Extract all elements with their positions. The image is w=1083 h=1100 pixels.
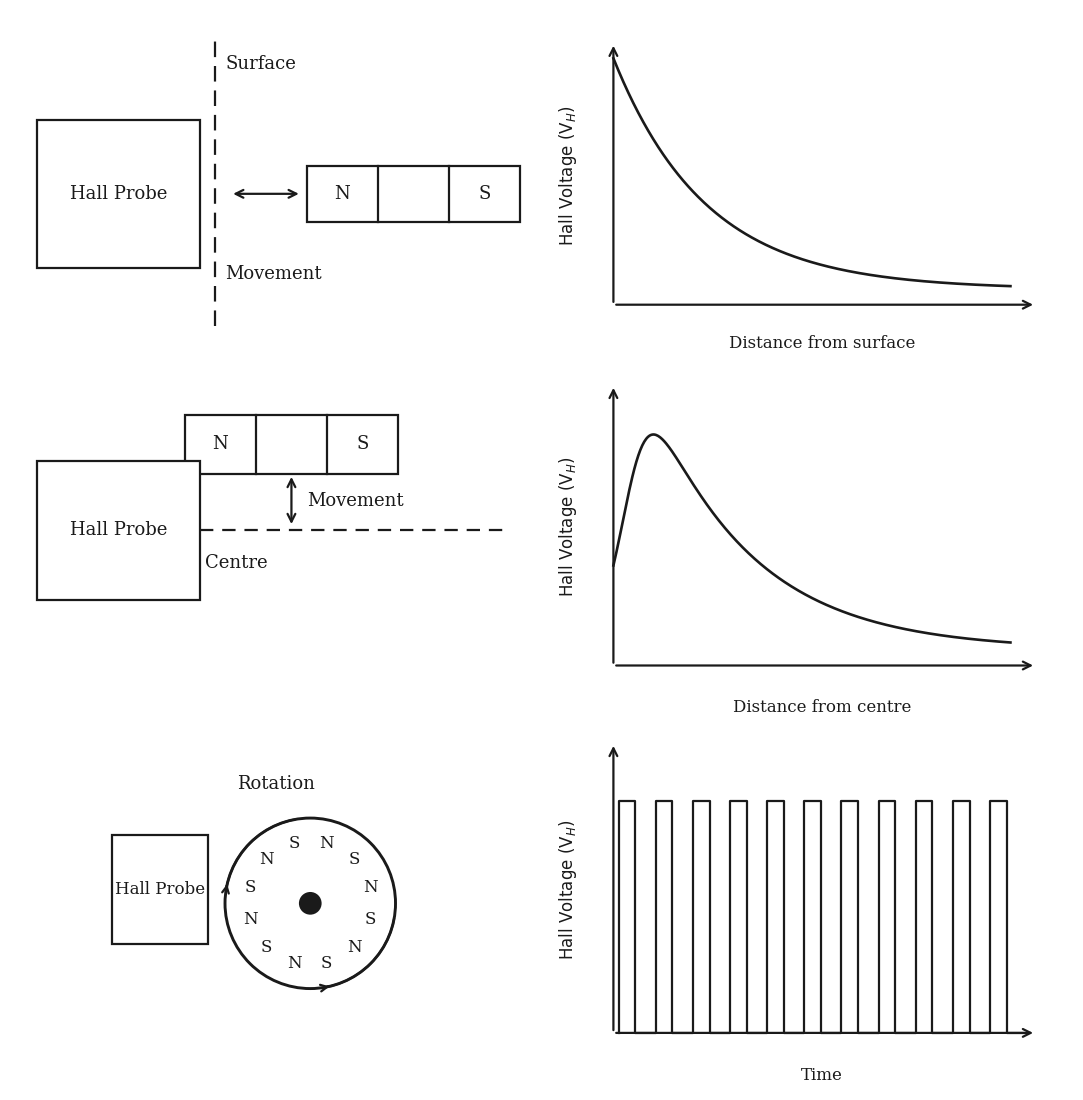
Text: Distance from surface: Distance from surface <box>729 336 915 352</box>
Bar <box>306 166 521 221</box>
Text: Movement: Movement <box>225 265 322 283</box>
Bar <box>113 835 208 944</box>
Text: Rotation: Rotation <box>237 776 315 793</box>
Text: N: N <box>243 911 258 928</box>
Text: S: S <box>365 911 376 928</box>
Bar <box>37 461 199 600</box>
Text: S: S <box>245 879 256 895</box>
Text: N: N <box>347 938 362 956</box>
Text: Time: Time <box>801 1067 843 1084</box>
Text: N: N <box>319 835 334 851</box>
Text: Hall Probe: Hall Probe <box>115 881 206 899</box>
Bar <box>37 120 199 267</box>
Text: Hall Probe: Hall Probe <box>69 185 167 202</box>
Text: Distance from centre: Distance from centre <box>733 698 911 715</box>
Text: S: S <box>479 185 491 202</box>
Text: S: S <box>261 938 272 956</box>
Text: Hall Voltage (V$_H$): Hall Voltage (V$_H$) <box>557 456 578 597</box>
Text: S: S <box>288 835 300 851</box>
Text: S: S <box>356 436 369 453</box>
Text: Centre: Centre <box>205 554 268 572</box>
Text: Movement: Movement <box>306 492 403 509</box>
Bar <box>184 415 399 474</box>
Text: Hall Probe: Hall Probe <box>69 521 167 539</box>
Text: Hall Voltage (V$_H$): Hall Voltage (V$_H$) <box>557 820 578 960</box>
Text: S: S <box>349 850 360 868</box>
Text: N: N <box>287 955 301 972</box>
Text: N: N <box>335 185 350 202</box>
Text: N: N <box>212 436 229 453</box>
Circle shape <box>300 893 321 913</box>
Text: S: S <box>321 955 332 972</box>
Text: N: N <box>259 850 274 868</box>
Text: Surface: Surface <box>225 55 296 74</box>
Text: Hall Voltage (V$_H$): Hall Voltage (V$_H$) <box>557 106 578 245</box>
Text: N: N <box>363 879 378 895</box>
